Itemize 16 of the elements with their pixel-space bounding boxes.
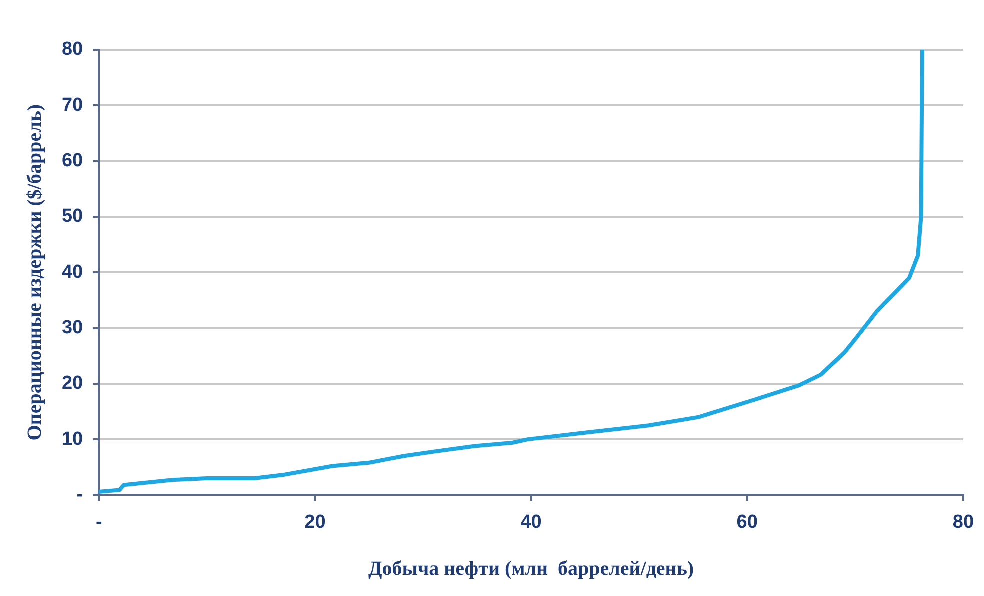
y-tick-label: 60 [62,150,84,172]
y-tick-label: - [76,484,84,506]
y-tick-label: 10 [62,428,84,450]
y-axis-title: Операционные издержки ($/баррель) [24,104,46,441]
x-tick-label: 40 [520,512,542,533]
x-tick-label: 80 [952,512,974,533]
y-tick-label: 50 [62,206,84,228]
x-tick-label: - [96,512,102,533]
y-tick-label: 80 [62,39,84,60]
y-tick-label: 20 [62,373,84,394]
x-axis-title: Добыча нефти (млн баррелей/день) [368,558,694,580]
y-tick-label: 40 [62,262,84,283]
y-tick-label: 70 [62,94,84,116]
y-tick-label: 30 [62,317,84,338]
x-tick-label: 60 [736,512,758,533]
x-tick-label: 20 [304,512,326,533]
